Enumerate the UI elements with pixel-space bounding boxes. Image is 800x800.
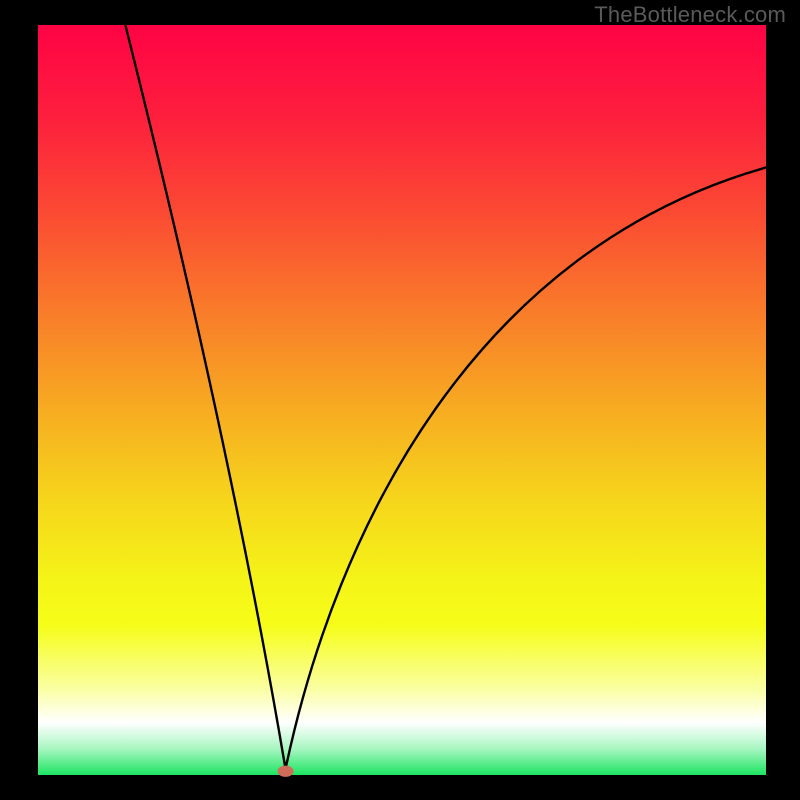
trough-marker xyxy=(278,766,294,777)
plot-area xyxy=(38,25,766,775)
chart-container: TheBottleneck.com xyxy=(0,0,800,800)
chart-svg xyxy=(0,0,800,800)
watermark-text: TheBottleneck.com xyxy=(594,2,786,28)
